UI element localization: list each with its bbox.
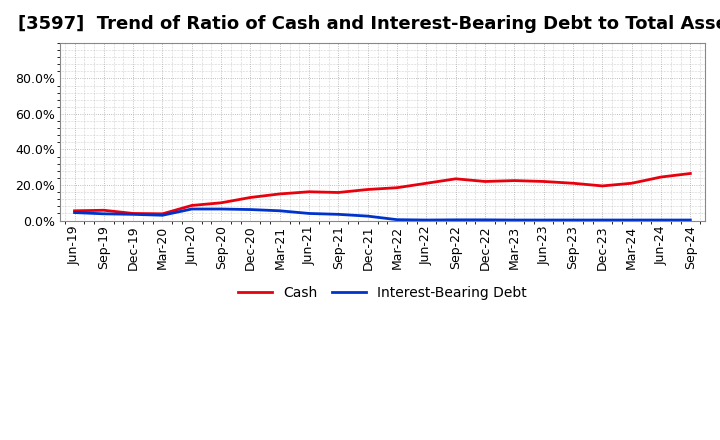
Cash — [217, 200, 225, 205]
Cash — [539, 179, 548, 184]
Interest-Bearing Debt — [393, 217, 402, 222]
Interest-Bearing Debt — [657, 217, 665, 223]
Legend: Cash, Interest-Bearing Debt: Cash, Interest-Bearing Debt — [232, 281, 533, 306]
Cash — [510, 178, 518, 183]
Interest-Bearing Debt — [569, 217, 577, 223]
Interest-Bearing Debt — [246, 207, 255, 212]
Cash — [305, 189, 313, 194]
Interest-Bearing Debt — [598, 217, 607, 223]
Interest-Bearing Debt — [217, 206, 225, 212]
Interest-Bearing Debt — [158, 213, 167, 218]
Cash — [364, 187, 372, 192]
Cash — [246, 195, 255, 200]
Cash — [334, 190, 343, 195]
Line: Interest-Bearing Debt: Interest-Bearing Debt — [75, 209, 690, 220]
Interest-Bearing Debt — [510, 217, 518, 223]
Interest-Bearing Debt — [451, 217, 460, 223]
Interest-Bearing Debt — [99, 211, 108, 216]
Cash — [71, 208, 79, 213]
Interest-Bearing Debt — [422, 217, 431, 223]
Interest-Bearing Debt — [334, 212, 343, 217]
Interest-Bearing Debt — [481, 217, 490, 223]
Interest-Bearing Debt — [364, 213, 372, 219]
Interest-Bearing Debt — [129, 212, 138, 217]
Line: Cash: Cash — [75, 173, 690, 214]
Cash — [686, 171, 695, 176]
Cash — [187, 203, 196, 208]
Cash — [657, 174, 665, 180]
Cash — [129, 211, 138, 216]
Cash — [627, 180, 636, 186]
Interest-Bearing Debt — [276, 208, 284, 213]
Cash — [481, 179, 490, 184]
Cash — [276, 191, 284, 197]
Cash — [598, 183, 607, 189]
Interest-Bearing Debt — [627, 217, 636, 223]
Interest-Bearing Debt — [539, 217, 548, 223]
Cash — [158, 211, 167, 216]
Interest-Bearing Debt — [305, 211, 313, 216]
Cash — [422, 180, 431, 186]
Interest-Bearing Debt — [71, 210, 79, 215]
Cash — [451, 176, 460, 181]
Interest-Bearing Debt — [686, 217, 695, 223]
Title: [3597]  Trend of Ratio of Cash and Interest-Bearing Debt to Total Assets: [3597] Trend of Ratio of Cash and Intere… — [18, 15, 720, 33]
Interest-Bearing Debt — [187, 206, 196, 212]
Cash — [569, 180, 577, 186]
Cash — [99, 208, 108, 213]
Cash — [393, 185, 402, 191]
